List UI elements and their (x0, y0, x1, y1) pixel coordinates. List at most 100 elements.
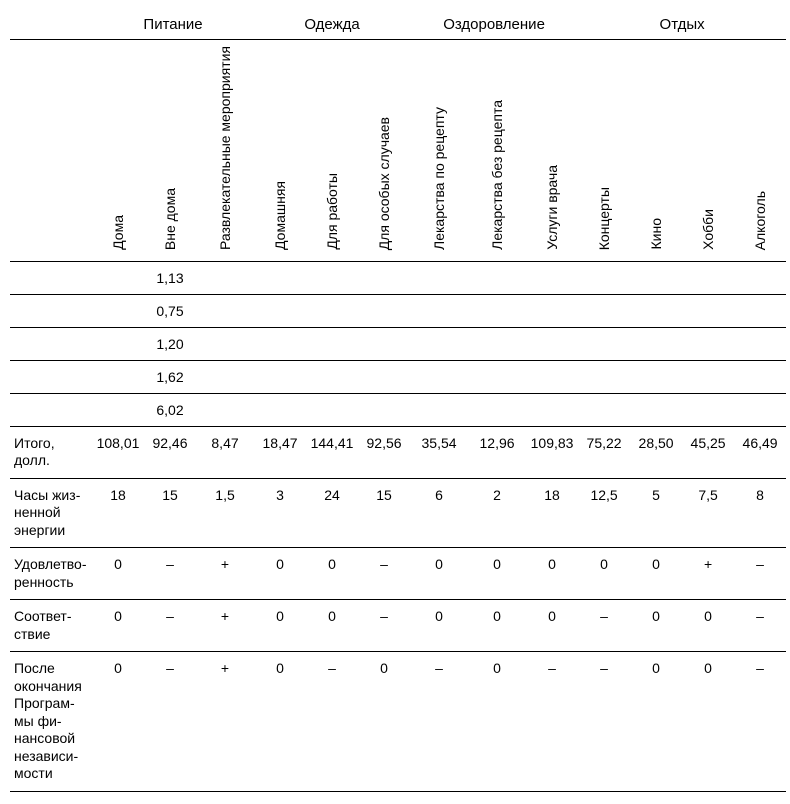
cell: 75,22 (578, 426, 630, 478)
cell (92, 360, 144, 393)
cell (682, 360, 734, 393)
table-row: 0,75 (10, 294, 786, 327)
cell (92, 261, 144, 294)
cell: 0 (468, 600, 526, 652)
cell: 0 (526, 548, 578, 600)
row-label (10, 327, 92, 360)
sub-header: Лекарства без рецепта (468, 40, 526, 262)
sub-header: Концерты (578, 40, 630, 262)
cell (306, 360, 358, 393)
cell: – (358, 600, 410, 652)
cell (630, 261, 682, 294)
cell: 5 (630, 478, 682, 548)
corner-cell (10, 12, 92, 40)
table-row: Соответ­ствие0–+00–000–00– (10, 600, 786, 652)
cell (578, 393, 630, 426)
cell: – (578, 652, 630, 792)
cell (468, 327, 526, 360)
table-row: 6,02 (10, 393, 786, 426)
cell: 0 (254, 548, 306, 600)
cell (682, 393, 734, 426)
cell (410, 327, 468, 360)
row-label: Соответ­ствие (10, 600, 92, 652)
cell: – (144, 652, 196, 792)
cell: 2 (468, 478, 526, 548)
sub-header: Кино (630, 40, 682, 262)
sub-header: Дома (92, 40, 144, 262)
cell (254, 294, 306, 327)
cell: 28,50 (630, 426, 682, 478)
cell: 8,47 (196, 426, 254, 478)
cell (254, 393, 306, 426)
cell (196, 327, 254, 360)
cell (630, 393, 682, 426)
cell: 15 (144, 478, 196, 548)
cell: 0 (410, 548, 468, 600)
cell: 18,47 (254, 426, 306, 478)
cell (92, 294, 144, 327)
cell: 0 (630, 548, 682, 600)
cell: 12,96 (468, 426, 526, 478)
cell: 92,56 (358, 426, 410, 478)
sub-corner-cell (10, 40, 92, 262)
cell: – (358, 548, 410, 600)
cell: 12,5 (578, 478, 630, 548)
sub-header: Лекарства по рецепту (410, 40, 468, 262)
sub-header: Алкоголь (734, 40, 786, 262)
cell: 109,83 (526, 426, 578, 478)
cell: 0 (306, 548, 358, 600)
cell: + (196, 548, 254, 600)
group-header: Оздоровление (410, 12, 578, 40)
cell (734, 327, 786, 360)
cell: 0 (630, 600, 682, 652)
sub-header: Услуги врача (526, 40, 578, 262)
cell: + (682, 548, 734, 600)
cell: 92,46 (144, 426, 196, 478)
cell (358, 393, 410, 426)
cell: 0 (92, 652, 144, 792)
cell (682, 327, 734, 360)
cell: 0 (306, 600, 358, 652)
cell: – (306, 652, 358, 792)
sub-header: Хобби (682, 40, 734, 262)
cell: 0 (92, 600, 144, 652)
cell: 108,01 (92, 426, 144, 478)
table-row: Итого, долл.108,0192,468,4718,47144,4192… (10, 426, 786, 478)
cell: 1,20 (144, 327, 196, 360)
table-row: 1,62 (10, 360, 786, 393)
cell: 144,41 (306, 426, 358, 478)
cell (358, 327, 410, 360)
cell: 0 (92, 548, 144, 600)
row-label (10, 294, 92, 327)
table-row: После окончания Програм­мы фи­нансовой н… (10, 652, 786, 792)
cell (468, 360, 526, 393)
cell (254, 327, 306, 360)
row-label: Удовлетво­ренность (10, 548, 92, 600)
cell: 0 (410, 600, 468, 652)
cell: + (196, 652, 254, 792)
cell: 1,5 (196, 478, 254, 548)
cell (682, 294, 734, 327)
group-header: Отдых (578, 12, 786, 40)
cell (578, 294, 630, 327)
cell (630, 327, 682, 360)
cell: 0 (682, 600, 734, 652)
sub-header-row: Дома Вне дома Развлекательные мероприяти… (10, 40, 786, 262)
table-row: Часы жиз­ненной энергии18151,53241562181… (10, 478, 786, 548)
cell: 18 (92, 478, 144, 548)
row-label (10, 360, 92, 393)
cell: 0 (358, 652, 410, 792)
cell (196, 393, 254, 426)
row-label (10, 393, 92, 426)
sub-header: Вне дома (144, 40, 196, 262)
group-header: Питание (92, 12, 254, 40)
cell (526, 360, 578, 393)
cell: 8 (734, 478, 786, 548)
cell: 0,75 (144, 294, 196, 327)
cell: 0 (682, 652, 734, 792)
cell (578, 360, 630, 393)
cell: 24 (306, 478, 358, 548)
cell (92, 393, 144, 426)
sub-header: Для особых случаев (358, 40, 410, 262)
cell: 3 (254, 478, 306, 548)
